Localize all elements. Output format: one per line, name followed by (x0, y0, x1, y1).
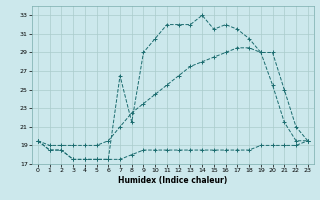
X-axis label: Humidex (Indice chaleur): Humidex (Indice chaleur) (118, 176, 228, 185)
